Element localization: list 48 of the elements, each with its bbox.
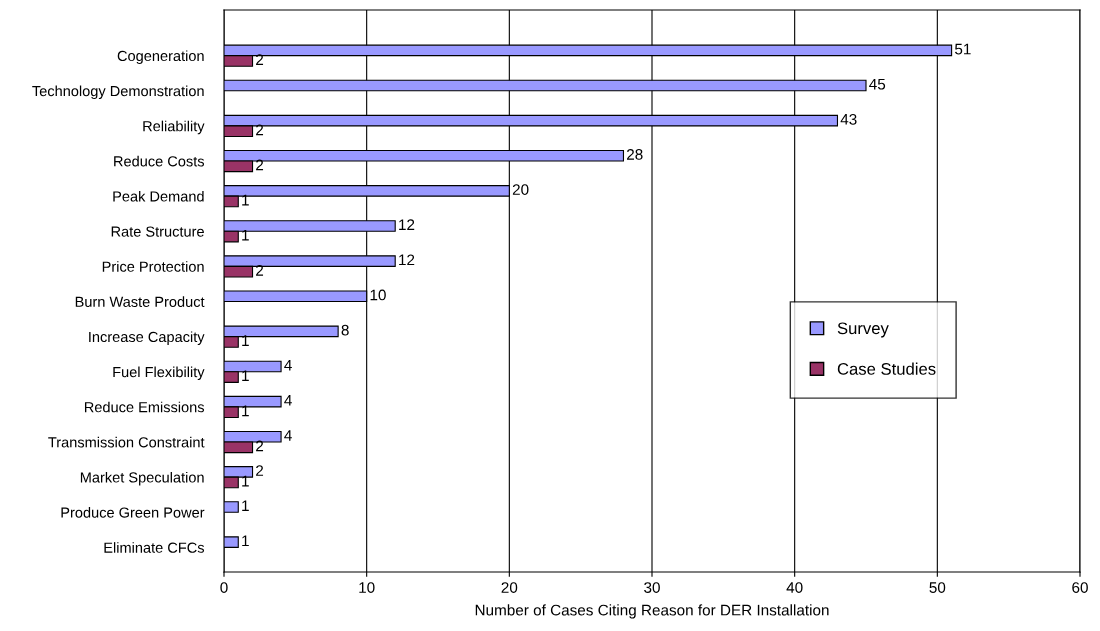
y-tick-label: Technology Demonstration xyxy=(32,85,204,100)
data-label: 2 xyxy=(256,440,264,452)
y-tick-label: Reliability xyxy=(143,120,205,135)
data-label: 20 xyxy=(512,184,529,195)
y-tick-label: Produce Green Power xyxy=(61,507,205,518)
y-tick-label: Peak Demand xyxy=(113,190,204,202)
data-label: 1 xyxy=(242,500,249,511)
y-tick-label: Cogeneration xyxy=(117,50,204,64)
y-tick-label: Reduce Costs xyxy=(114,155,205,167)
data-label: 1 xyxy=(242,194,249,206)
x-tick-label: 0 xyxy=(220,582,228,593)
y-tick-label: Eliminate CFCs xyxy=(104,542,205,553)
x-tick-label: 20 xyxy=(501,582,518,593)
legend-label: Case Studies xyxy=(837,362,936,375)
data-label: 1 xyxy=(242,370,249,382)
x-tick-label: 10 xyxy=(359,582,375,593)
data-label: 12 xyxy=(399,254,415,266)
data-label: 45 xyxy=(869,78,886,90)
x-tick-label: 40 xyxy=(786,582,803,593)
y-tick-label: Fuel Flexibility xyxy=(113,366,205,381)
data-label: 4 xyxy=(284,359,292,371)
data-label: 1 xyxy=(242,475,249,487)
y-tick-label: Reduce Emissions xyxy=(84,401,205,413)
data-label: 1 xyxy=(242,535,249,547)
legend-label: Survey xyxy=(837,322,889,338)
x-axis-title: Number of Cases Citing Reason for DER Installation xyxy=(475,604,829,619)
data-label: 10 xyxy=(370,289,386,301)
y-tick-label: Price Protection xyxy=(102,261,204,272)
y-tick-label: Market Speculation xyxy=(80,471,204,486)
data-label: 4 xyxy=(284,430,292,441)
y-tick-label: Transmission Constraint xyxy=(48,436,205,448)
data-label: 28 xyxy=(627,149,643,160)
data-label: 1 xyxy=(242,405,249,417)
data-label: 2 xyxy=(256,159,264,171)
data-label: 51 xyxy=(954,43,971,55)
data-label: 2 xyxy=(256,465,264,476)
data-label: 8 xyxy=(341,324,349,336)
x-tick-label: 50 xyxy=(929,582,946,593)
x-tick-label: 60 xyxy=(1072,582,1088,593)
y-tick-label: Burn Waste Product xyxy=(75,296,205,307)
y-tick-label: Increase Capacity xyxy=(89,331,205,345)
x-tick-label: 30 xyxy=(644,582,660,593)
data-label: 2 xyxy=(256,124,264,136)
data-label: 4 xyxy=(284,395,292,406)
data-label: 12 xyxy=(399,219,415,230)
data-label: 1 xyxy=(242,230,249,241)
data-label: 43 xyxy=(840,113,857,125)
y-tick-label: Rate Structure xyxy=(111,226,204,237)
